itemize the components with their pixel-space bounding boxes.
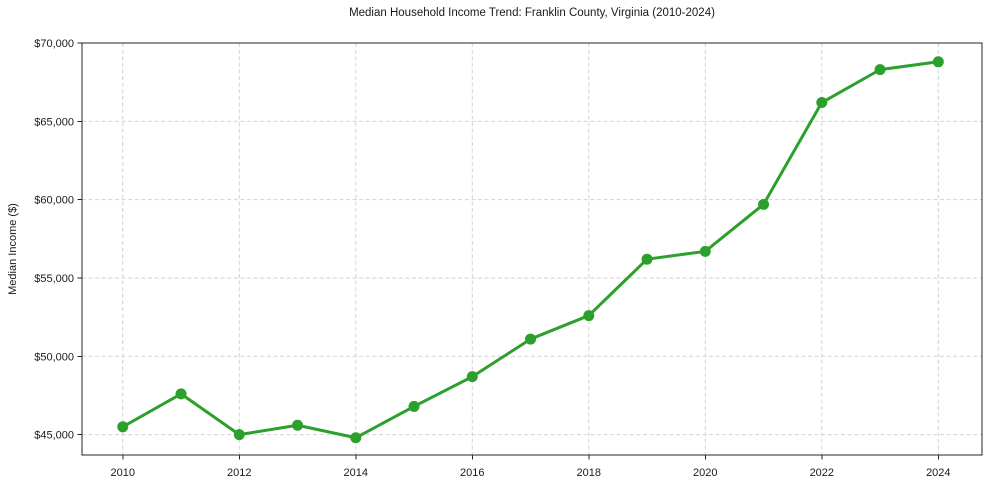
data-point (466, 371, 478, 383)
x-tick-label: 2020 (693, 467, 717, 479)
x-tick-label: 2010 (111, 467, 135, 479)
y-tick-label: $45,000 (34, 430, 74, 442)
data-point (699, 245, 711, 257)
y-tick-label: $65,000 (34, 116, 74, 128)
data-point (408, 400, 420, 412)
chart-title: Median Household Income Trend: Franklin … (349, 7, 715, 19)
y-tick-label: $55,000 (34, 273, 74, 285)
x-tick-label: 2016 (460, 467, 484, 479)
data-point (758, 198, 770, 210)
y-tick-label: $50,000 (34, 351, 74, 363)
x-tick-label: 2022 (810, 467, 834, 479)
data-point (816, 97, 828, 109)
data-point (641, 253, 653, 265)
data-point (525, 333, 537, 345)
axes-box (81, 42, 983, 456)
data-point (175, 388, 187, 400)
data-point (233, 429, 245, 441)
data-point (292, 419, 304, 431)
data-point (874, 64, 886, 76)
data-point (350, 432, 362, 444)
x-tick-label: 2024 (926, 467, 950, 479)
y-tick-label: $60,000 (34, 195, 74, 207)
data-point (583, 310, 595, 322)
y-tick-label: $70,000 (34, 38, 74, 50)
data-point (932, 56, 944, 68)
trend-line (122, 60, 939, 440)
x-tick-label: 2014 (344, 467, 368, 479)
x-tick-label: 2012 (227, 467, 251, 479)
data-point (117, 421, 129, 433)
x-tick-label: 2018 (577, 467, 601, 479)
